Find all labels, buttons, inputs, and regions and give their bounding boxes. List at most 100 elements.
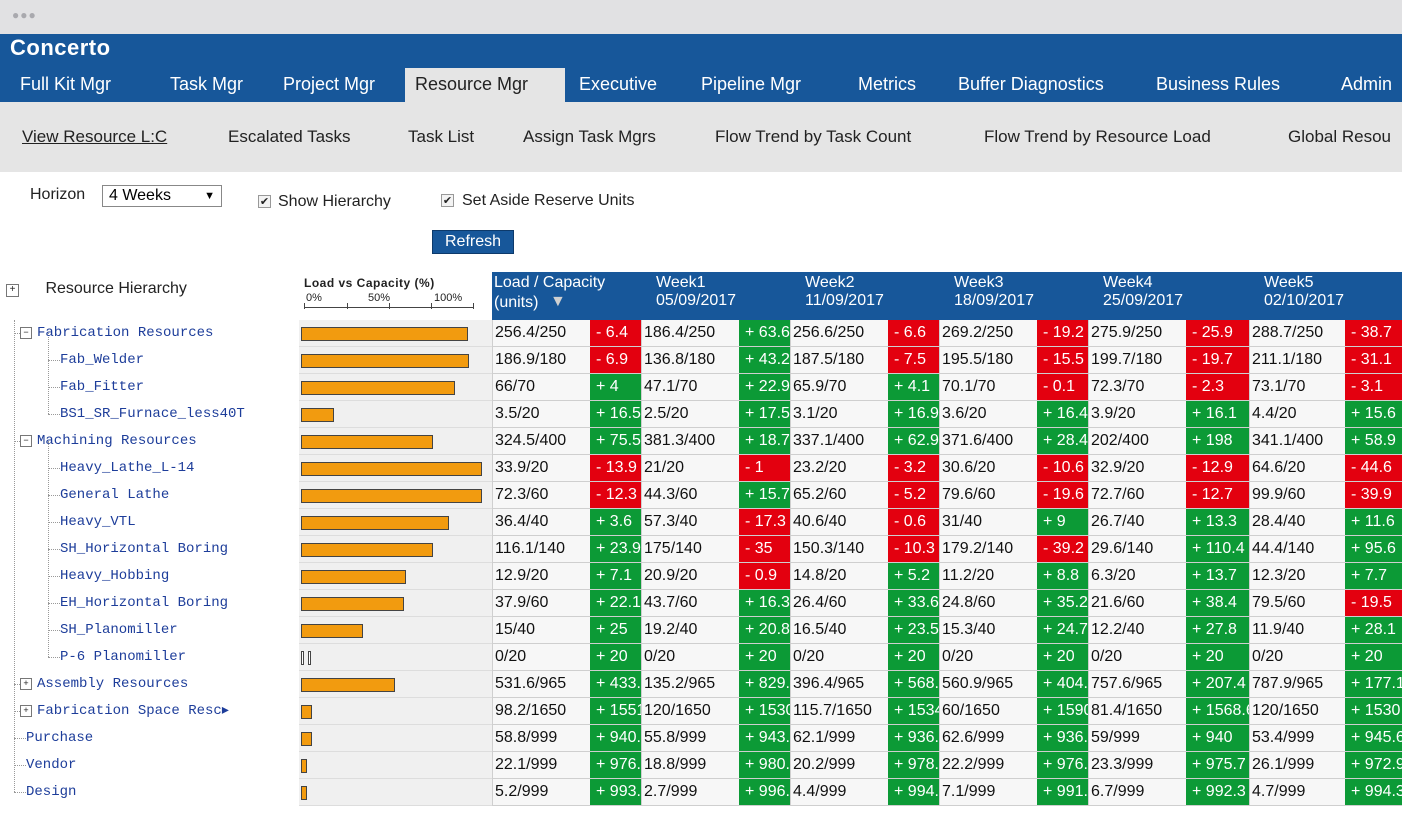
tab-pipeline-mgr[interactable]: Pipeline Mgr (701, 74, 802, 94)
load-capacity-bar[interactable] (301, 543, 433, 557)
load-capacity-bar[interactable] (301, 678, 395, 692)
subnav-view-resource-l-c[interactable]: View Resource L:C (22, 127, 168, 146)
table-row[interactable]: 37.9/60 + 22.1 43.7/60 + 16.3 26.4/60 + 33.6 2… (492, 590, 1402, 617)
table-row[interactable]: 58.8/999+ 940.255.8/999+ 943.262.1/999+ … (492, 725, 1402, 752)
tab-business-rules[interactable]: Business Rules (1156, 74, 1281, 94)
table-row[interactable]: 3.5/20 + 16.5 2.5/20 + 17.5 3.1/20 + 16.9 3.6/… (492, 401, 1402, 428)
show-hierarchy-checkbox[interactable]: ✔ (258, 195, 271, 208)
load-capacity-bar[interactable] (301, 327, 468, 341)
subnav-assign-task-mgrs[interactable]: Assign Task Mgrs (523, 127, 656, 146)
load-capacity-bar[interactable] (301, 570, 406, 584)
expand-icon[interactable]: + (20, 705, 32, 717)
window-controls-icon[interactable]: ●●● (12, 8, 37, 22)
table-row[interactable]: 116.1/140 + 23.9 175/140- 35 150.3/140- 10.… (492, 536, 1402, 563)
tab-metrics[interactable]: Metrics (858, 74, 916, 94)
load-capacity-cell: 23.2/20 (790, 455, 888, 481)
tree-item[interactable]: Heavy_Hobbing (60, 563, 296, 590)
load-capacity-cell: 0/20 (939, 644, 1037, 670)
tab-project-mgr[interactable]: Project Mgr (283, 74, 376, 94)
load-capacity-bar[interactable] (301, 786, 307, 800)
tree-item[interactable]: − Fabrication Resources (20, 320, 290, 347)
tab-admin[interactable]: Admin (1341, 74, 1393, 94)
expand-all-icon[interactable]: + (6, 284, 19, 297)
table-row[interactable]: 98.2/1650+ 1551.8120/1650+ 1530115.7/165… (492, 698, 1402, 725)
tree-item[interactable]: Heavy_VTL (60, 509, 296, 536)
overload-badge: - 44.6 (1345, 455, 1402, 481)
tree-item[interactable]: + Fabrication Space Resc▸ (20, 698, 290, 725)
week1-date: 05/09/2017 (656, 292, 737, 309)
tab-full-kit-mgr[interactable]: Full Kit Mgr (20, 74, 112, 94)
load-capacity-bar[interactable] (301, 597, 404, 611)
tree-item[interactable]: BS1_SR_Furnace_less40T (60, 401, 296, 428)
tab-executive[interactable]: Executive (579, 74, 658, 94)
load-capacity-bar[interactable] (301, 759, 307, 773)
tree-item[interactable]: SH_Horizontal Boring (60, 536, 296, 563)
load-capacity-cell: 43.7/60 (641, 590, 739, 616)
load-capacity-bar[interactable] (301, 354, 469, 368)
set-aside-checkbox[interactable]: ✔ (441, 194, 454, 207)
table-row[interactable]: 5.2/999+ 993.82.7/999+ 996.34.4/999+ 994… (492, 779, 1402, 806)
tree-item[interactable]: Heavy_Lathe_L-14 (60, 455, 296, 482)
horizon-select[interactable]: 4 Weeks ▼ (102, 185, 222, 207)
table-row[interactable]: 72.3/60- 12.3 44.3/60 + 15.7 65.2/60- 5.2 79… (492, 482, 1402, 509)
tab-task-mgr[interactable]: Task Mgr (170, 74, 244, 94)
load-capacity-bar[interactable] (301, 381, 455, 395)
table-row[interactable]: 186.9/180- 6.9 136.8/180 + 43.2 187.5/180- … (492, 347, 1402, 374)
tree-item[interactable]: EH_Horizontal Boring (60, 590, 296, 617)
tree-item[interactable]: Fab_Fitter (60, 374, 296, 401)
tree-item[interactable]: Vendor (26, 752, 296, 779)
collapse-icon[interactable]: − (20, 435, 32, 447)
tree-item[interactable]: − Machining Resources (20, 428, 290, 455)
load-capacity-cell: 98.2/1650 (492, 698, 590, 724)
load-capacity-cell: 65.2/60 (790, 482, 888, 508)
tree-item[interactable]: SH_Planomiller (60, 617, 296, 644)
subnav-flow-trend-by-resource-load[interactable]: Flow Trend by Resource Load (984, 127, 1211, 146)
table-row[interactable]: 0/20 + 20 0/20 + 20 0/20 + 20 0/20 + 20 0/20 + 20… (492, 644, 1402, 671)
tree-item[interactable]: + Assembly Resources (20, 671, 290, 698)
table-row[interactable]: 12.9/20 + 7.1 20.9/20- 0.9 14.8/20 + 5.2 11.2… (492, 563, 1402, 590)
expand-icon[interactable]: + (20, 678, 32, 690)
chart-tickmark (304, 303, 305, 309)
load-capacity-cell: 44.3/60 (641, 482, 739, 508)
load-capacity-bar[interactable] (301, 435, 433, 449)
collapse-icon[interactable]: − (20, 327, 32, 339)
tab-resource-mgr[interactable]: Resource Mgr (405, 68, 565, 102)
load-capacity-bar[interactable] (301, 462, 482, 476)
table-row[interactable]: 531.6/965+ 433.4135.2/965+ 829.8396.4/96… (492, 671, 1402, 698)
table-row[interactable]: 36.4/40 + 3.6 57.3/40- 17.3 40.6/40- 0.6 31/… (492, 509, 1402, 536)
subnav-escalated-tasks[interactable]: Escalated Tasks (228, 127, 351, 146)
load-capacity-bar[interactable] (301, 624, 363, 638)
tree-item[interactable]: Design (26, 779, 296, 806)
table-row[interactable]: 66/70 + 4 47.1/70 + 22.9 65.9/70 + 4.1 70.1/70… (492, 374, 1402, 401)
load-capacity-bar[interactable] (301, 732, 312, 746)
subnav-global-resou[interactable]: Global Resou (1288, 127, 1392, 146)
load-capacity-bar[interactable] (308, 651, 311, 665)
table-row[interactable]: 22.1/999+ 976.918.8/999+ 980.220.2/999+ … (492, 752, 1402, 779)
table-row[interactable]: 15/40 + 25 19.2/40 + 20.8 16.5/40 + 23.5 15.3/… (492, 617, 1402, 644)
load-capacity-bar[interactable] (301, 408, 334, 422)
refresh-button[interactable]: Refresh (432, 230, 514, 254)
table-row[interactable]: 324.5/400 + 75.5 381.3/400 + 18.7 337.1/400 +… (492, 428, 1402, 455)
funnel-icon[interactable]: ▼ (550, 293, 566, 310)
load-capacity-bar[interactable] (301, 516, 449, 530)
load-capacity-bar[interactable] (301, 489, 482, 503)
tree-item[interactable]: Fab_Welder (60, 347, 296, 374)
tree-connector (48, 468, 60, 469)
load-capacity-cell: 59/999 (1088, 725, 1186, 751)
tab-buffer-diagnostics[interactable]: Buffer Diagnostics (958, 74, 1104, 94)
load-capacity-header[interactable]: Load / Capacity (494, 274, 606, 291)
controls-bar: Horizon 4 Weeks ▼ ✔ Show Hierarchy ✔ Set… (0, 172, 1402, 262)
load-capacity-bar[interactable] (301, 651, 304, 665)
load-capacity-bar[interactable] (301, 705, 312, 719)
load-capacity-cell: 15.3/40 (939, 617, 1037, 643)
available-badge: + 15.6 (1345, 401, 1402, 427)
table-row[interactable]: 256.4/250- 6.4 186.4/250 + 63.6 256.6/250- … (492, 320, 1402, 347)
tree-item[interactable]: Purchase (26, 725, 296, 752)
tree-item[interactable]: General Lathe (60, 482, 296, 509)
subnav-flow-trend-by-task-count[interactable]: Flow Trend by Task Count (715, 127, 912, 146)
load-capacity-cell: 26.7/40 (1088, 509, 1186, 535)
subnav-task-list[interactable]: Task List (408, 127, 475, 146)
tree-item[interactable]: P-6 Planomiller (60, 644, 296, 671)
load-capacity-cell: 175/140 (641, 536, 739, 562)
table-row[interactable]: 33.9/20- 13.9 21/20- 1 23.2/20- 3.2 30.6/20… (492, 455, 1402, 482)
